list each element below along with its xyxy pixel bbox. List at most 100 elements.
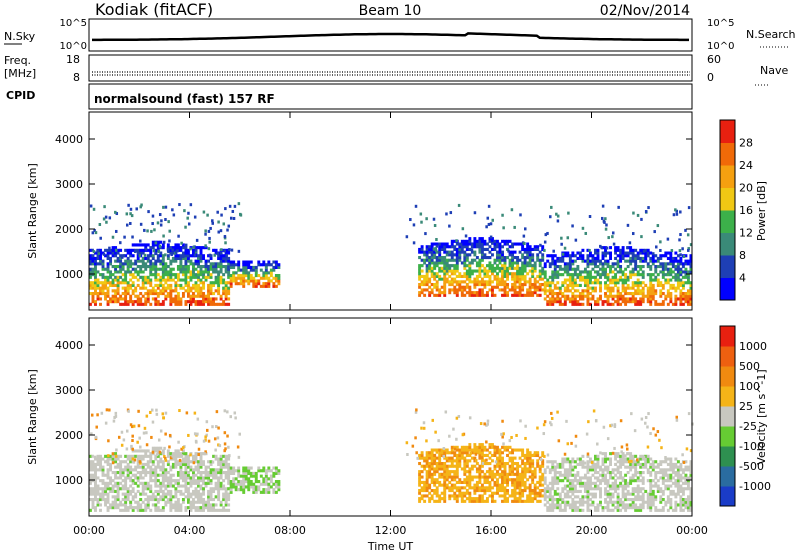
heatmap-cell [126,283,130,287]
heatmap-cell [523,280,527,284]
heatmap-cell [571,479,575,483]
heatmap-cell [212,265,216,269]
heatmap-cell [501,269,504,273]
heatmap-cell [480,489,484,493]
heatmap-cell [508,494,512,498]
heatmap-cell [96,492,100,496]
heatmap-cell [521,478,525,482]
heatmap-cell [470,475,474,479]
heatmap-cell [646,503,650,507]
heatmap-cell [480,283,484,287]
heatmap-cell [571,484,575,488]
heatmap-cell [518,283,522,287]
heatmap-cell [109,489,113,493]
heatmap-cell [513,280,517,284]
heatmap-cell [581,498,585,502]
heatmap-cell [151,297,155,301]
heatmap-cell [116,457,120,461]
heatmap-cell [586,460,590,464]
heatmap-cell [420,494,424,498]
heatmap-cell [639,479,643,483]
heatmap-cell [619,292,623,296]
heatmap-cell [611,235,614,239]
heatmap-cell [124,503,128,507]
heatmap-cell [184,468,188,472]
heatmap-cell [154,508,158,512]
heatmap-cell [219,294,223,298]
heatmap-cell [227,273,231,277]
heatmap-cell [594,468,597,472]
heatmap-cell [440,467,444,471]
heatmap-cell [556,265,560,269]
heatmap-cell [541,272,545,276]
heatmap-cell [204,244,207,248]
heatmap-cell [573,465,577,469]
heatmap-cell [488,264,492,268]
heatmap-cell [450,475,454,479]
heatmap-cell [646,294,650,298]
heatmap-cell [94,278,97,282]
heatmap-cell [219,462,223,466]
heatmap-cell [463,448,467,452]
heatmap-cell [566,251,570,255]
heatmap-cell [548,506,552,510]
heatmap-cell [679,294,683,298]
heatmap-cell [149,508,153,512]
heatmap-cell [664,457,668,461]
heatmap-cell [606,265,610,269]
heatmap-cell [528,247,532,251]
heatmap-cell [596,487,600,491]
heatmap-cell [576,481,580,485]
heatmap-cell [666,495,670,499]
heatmap-cell [636,270,640,274]
heatmap-cell [224,462,228,466]
heatmap-cell [581,248,585,252]
heatmap-cell [119,471,123,475]
heatmap-cell [491,475,494,479]
heatmap-cell [217,498,221,502]
heatmap-cell [548,460,552,464]
heatmap-cell [435,464,439,468]
heatmap-cell [409,218,412,222]
heatmap-cell [202,292,205,296]
heatmap-cell [581,495,585,499]
heatmap-cell [629,256,633,260]
heatmap-cell [666,508,670,512]
heatmap-cell [639,508,643,512]
freq-label-1: Freq. [4,54,31,67]
heatmap-cell [501,486,504,490]
heatmap-cell [141,489,145,493]
heatmap-cell [516,472,520,476]
heatmap-cell [556,273,560,277]
heatmap-cell [149,246,153,250]
heatmap-cell [136,476,140,480]
heatmap-cell [92,207,96,211]
heatmap-cell [134,300,138,304]
heatmap-cell [560,242,563,246]
heatmap-cell [432,247,436,251]
heatmap-cell [543,281,547,285]
heatmap-cell [485,283,489,287]
heatmap-cell [629,262,633,266]
heatmap-cell [626,297,630,301]
heatmap-cell [634,248,638,252]
heatmap-cell [576,273,580,277]
heatmap-cell [99,292,102,296]
heatmap-cell [433,266,437,270]
heatmap-cell [239,488,243,492]
heatmap-cell [124,468,128,472]
heatmap-cell [465,283,469,287]
heatmap-cell [508,264,512,268]
heatmap-cell [609,492,612,496]
heatmap-cell [498,453,502,457]
heatmap-cell [501,277,504,281]
heatmap-cell [503,491,507,495]
heatmap-cell [498,266,502,270]
heatmap-cell [126,248,130,252]
heatmap-cell [558,289,562,293]
heatmap-cell [581,462,585,466]
heatmap-cell [508,464,512,468]
heatmap-cell [651,278,655,282]
heatmap-cell [131,283,135,287]
heatmap-cell [224,283,228,287]
